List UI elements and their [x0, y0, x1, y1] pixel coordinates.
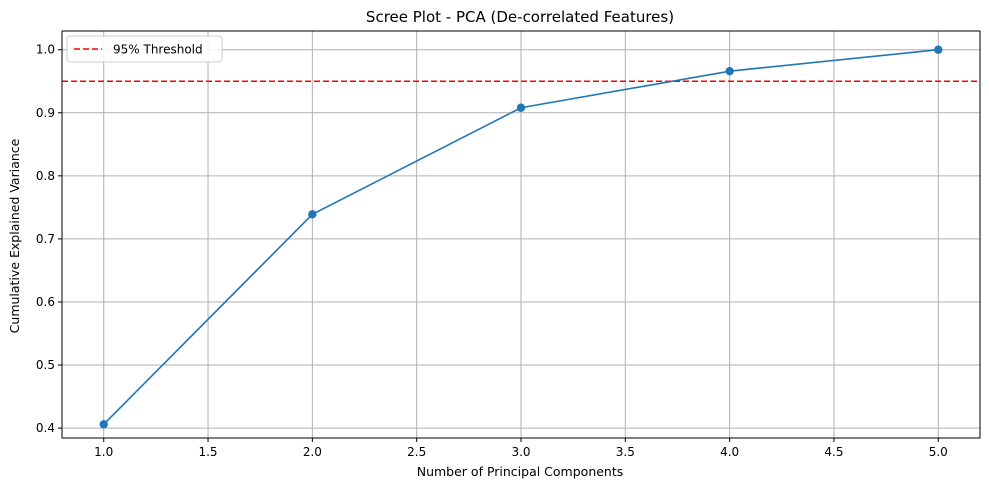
y-tick-label: 0.9: [36, 106, 55, 120]
chart-title: Scree Plot - PCA (De-correlated Features…: [366, 8, 674, 26]
y-tick-label: 0.4: [36, 421, 55, 435]
grid: [62, 31, 980, 438]
x-tick-label: 5.0: [929, 445, 948, 459]
y-tick-label: 0.6: [36, 295, 55, 309]
y-tick-label: 1.0: [36, 43, 55, 57]
series-layer: [99, 45, 943, 429]
legend: 95% Threshold: [66, 35, 223, 63]
y-tick-label: 0.7: [36, 232, 55, 246]
y-tick-label: 0.8: [36, 169, 55, 183]
x-tick-label: 1.5: [198, 445, 217, 459]
legend-threshold-label: 95% Threshold: [113, 43, 203, 57]
x-axis-title: Number of Principal Components: [417, 464, 624, 479]
data-point: [725, 66, 734, 76]
x-tick-label: 1.0: [94, 445, 113, 459]
data-point: [308, 210, 317, 219]
data-point: [99, 420, 108, 429]
x-tick-label: 4.5: [824, 445, 843, 459]
legend-box: [66, 35, 223, 63]
axis-ticks: 1.0 1.5 2.0 2.5 3.0 3.5 4.0 4.5 5.0 0.4 0.5 0.6 0.7 0…: [36, 43, 948, 459]
x-tick-label: 3.5: [616, 445, 635, 459]
y-axis-title: Cumulative Explained Variance: [7, 138, 22, 333]
x-tick-label: 2.0: [303, 445, 322, 459]
x-tick-label: 3.0: [511, 445, 530, 459]
data-point: [516, 103, 526, 112]
y-tick-label: 0.5: [36, 358, 55, 372]
x-tick-label: 2.5: [407, 445, 426, 459]
x-tick-label: 4.0: [720, 445, 739, 459]
data-point: [934, 45, 943, 54]
